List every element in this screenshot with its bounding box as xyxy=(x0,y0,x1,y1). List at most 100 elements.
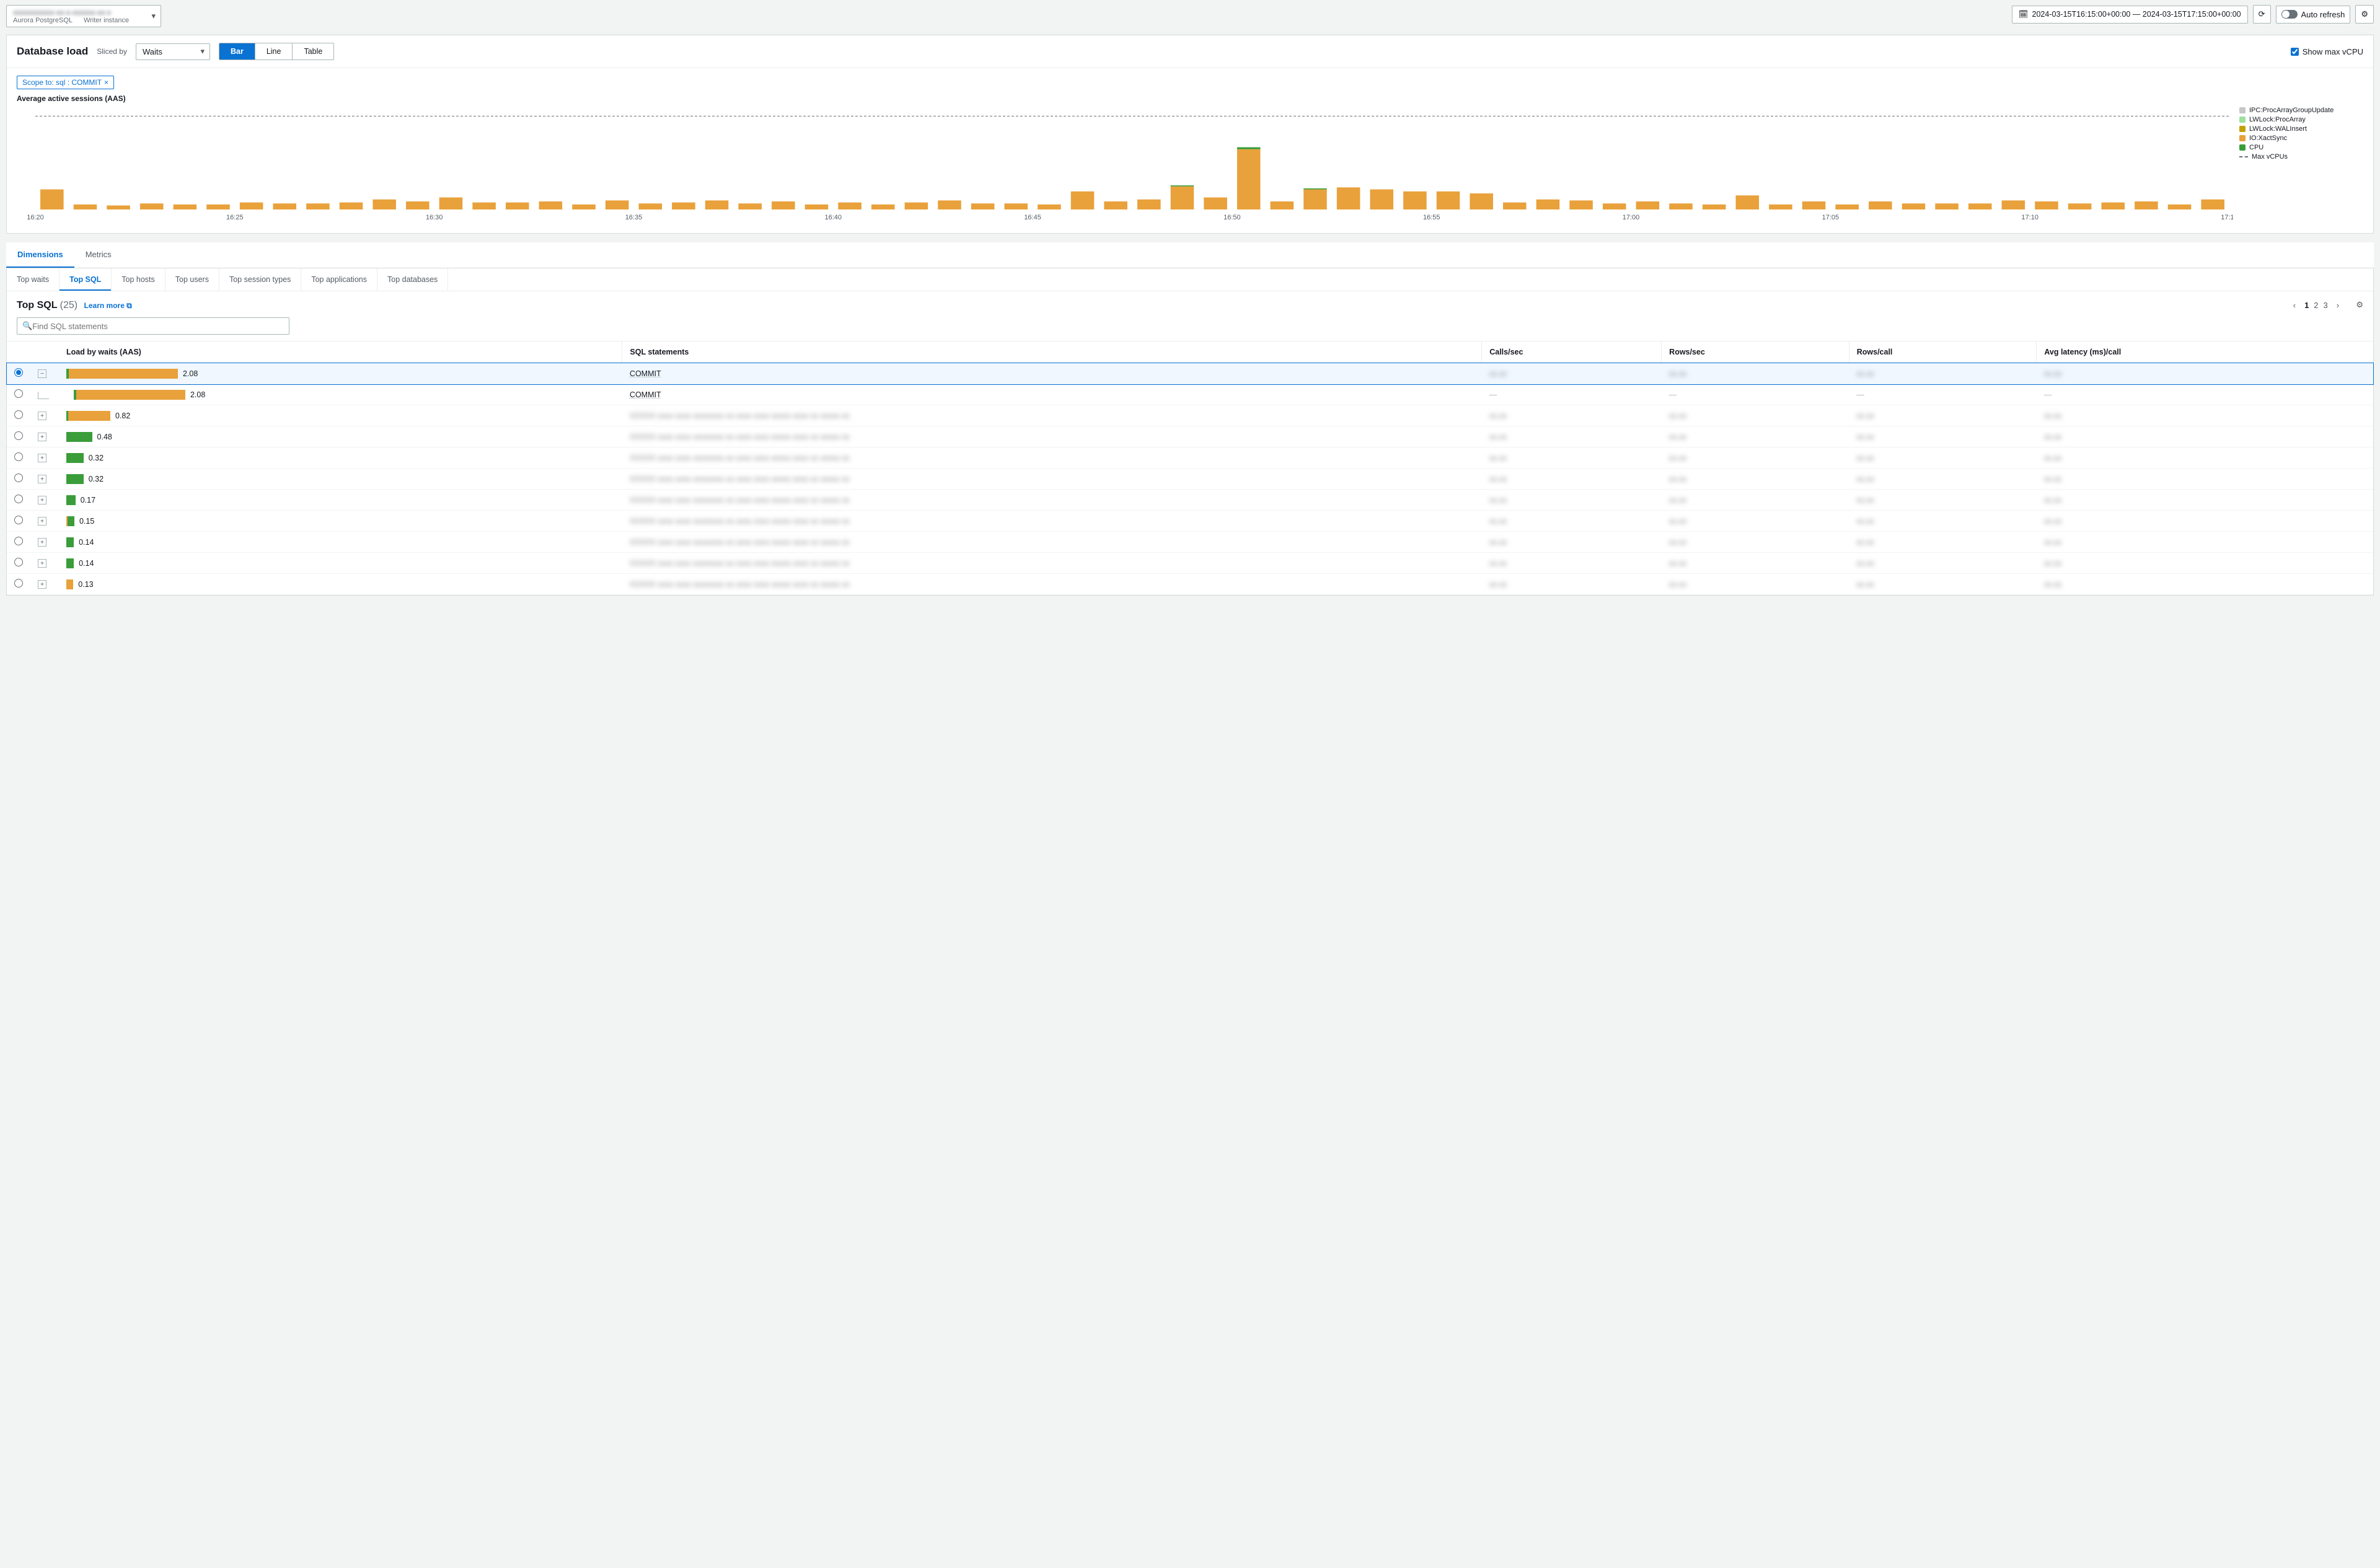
aas-value: 0.15 xyxy=(79,517,94,526)
expand-icon[interactable]: + xyxy=(38,496,46,504)
sql-text[interactable]: COMMIT xyxy=(630,390,661,399)
view-mode-line[interactable]: Line xyxy=(255,43,293,59)
row-radio[interactable] xyxy=(14,431,23,440)
table-row[interactable]: +0.32XXXXX xxxx xxxx xxxxxxxx xx xxxx xx… xyxy=(7,469,2373,490)
row-radio[interactable] xyxy=(14,473,23,482)
sql-text: XXXXX xxxx xxxx xxxxxxxx xx xxxx xxxx xx… xyxy=(630,538,850,547)
svg-text:16:40: 16:40 xyxy=(825,214,842,221)
metric-value: xx.xx xyxy=(1856,559,1874,568)
col-header[interactable]: Avg latency (ms)/call xyxy=(2037,341,2373,363)
legend-item: CPU xyxy=(2239,144,2363,151)
expand-icon[interactable]: + xyxy=(38,559,46,568)
aas-value: 0.13 xyxy=(78,580,93,589)
row-radio[interactable] xyxy=(14,452,23,461)
aas-value: 2.08 xyxy=(190,390,205,399)
metric-value: xx.xx xyxy=(1856,475,1874,483)
table-row[interactable]: +0.14XXXXX xxxx xxxx xxxxxxxx xx xxxx xx… xyxy=(7,553,2373,574)
col-header[interactable]: Rows/call xyxy=(1849,341,2037,363)
table-row[interactable]: +0.14 XXXXX xxxx xxxx xxxxxxxx xx xxxx xx… xyxy=(7,532,2373,553)
table-row[interactable]: +0.15XXXXX xxxx xxxx xxxxxxxx xx xxxx xx… xyxy=(7,511,2373,532)
subtab-top-databases[interactable]: Top databases xyxy=(377,268,448,291)
dimension-sub-tabs: Top waitsTop SQLTop hostsTop usersTop se… xyxy=(7,268,2373,291)
col-header[interactable]: Rows/sec xyxy=(1662,341,1849,363)
view-mode-table[interactable]: Table xyxy=(293,43,333,59)
metric-value: xx.xx xyxy=(1489,369,1507,378)
metric-value: xx.xx xyxy=(1489,580,1507,589)
expand-icon[interactable]: + xyxy=(38,454,46,462)
db-instance-selector[interactable]: xxxxxxxxxxx-xx-x-xxxxxx-xx-x Aurora Post… xyxy=(6,5,161,27)
refresh-button[interactable]: ⟳ xyxy=(2253,5,2271,24)
row-radio[interactable] xyxy=(14,389,23,398)
scope-filter-tag[interactable]: Scope to: sql : COMMIT × xyxy=(17,76,114,89)
expand-icon[interactable]: + xyxy=(38,433,46,441)
table-row[interactable]: +0.17XXXXX xxxx xxxx xxxxxxxx xx xxxx xx… xyxy=(7,490,2373,511)
subtab-top-session-types[interactable]: Top session types xyxy=(219,268,301,291)
legend-item: LWLock:ProcArray xyxy=(2239,116,2363,123)
page-1[interactable]: 1 xyxy=(2304,301,2309,310)
table-row[interactable]: +0.32XXXXX xxxx xxxx xxxxxxxx xx xxxx xx… xyxy=(7,447,2373,469)
col-header[interactable]: Calls/sec xyxy=(1482,341,1662,363)
subtab-top-waits[interactable]: Top waits xyxy=(7,268,60,291)
svg-text:16:25: 16:25 xyxy=(226,214,244,221)
expand-icon[interactable]: + xyxy=(38,475,46,483)
page-2[interactable]: 2 xyxy=(2314,301,2318,310)
auto-refresh-toggle[interactable]: Auto refresh xyxy=(2276,6,2351,24)
col-header[interactable]: SQL statements xyxy=(622,341,1482,363)
legend-item: LWLock:WALInsert xyxy=(2239,125,2363,133)
sql-text: XXXXX xxxx xxxx xxxxxxxx xx xxxx xxxx xx… xyxy=(630,433,850,441)
expand-icon[interactable]: + xyxy=(38,538,46,547)
table-row[interactable]: +0.13XXXXX xxxx xxxx xxxxxxxx xx xxxx xx… xyxy=(7,574,2373,595)
sql-text: XXXXX xxxx xxxx xxxxxxxx xx xxxx xxxx xx… xyxy=(630,559,850,568)
metric-value: — xyxy=(1489,390,1497,399)
close-icon[interactable]: × xyxy=(104,78,108,87)
metric-value: xx.xx xyxy=(1856,369,1874,378)
aas-value: 0.14 xyxy=(79,538,94,547)
tab-dimensions[interactable]: Dimensions xyxy=(6,242,74,268)
metric-value: xx.xx xyxy=(1669,496,1686,504)
row-radio[interactable] xyxy=(14,516,23,524)
prev-page-button[interactable]: ‹ xyxy=(2293,301,2296,310)
aas-value: 0.48 xyxy=(97,433,112,441)
col-header[interactable]: Load by waits (AAS) xyxy=(59,341,622,363)
view-mode-bar[interactable]: Bar xyxy=(219,43,255,59)
slice-dimension-select[interactable]: Waits ▾ xyxy=(136,43,210,60)
subtab-top-applications[interactable]: Top applications xyxy=(301,268,377,291)
settings-button[interactable]: ⚙ xyxy=(2355,5,2374,24)
top-sql-table: Load by waits (AAS)SQL statementsCalls/s… xyxy=(7,341,2373,595)
sql-text[interactable]: COMMIT xyxy=(630,369,661,378)
table-row[interactable]: −2.08COMMITxx.xxxx.xxxx.xxxx.xx xyxy=(7,363,2373,384)
chevron-down-icon: ▾ xyxy=(151,11,156,21)
row-radio[interactable] xyxy=(14,537,23,545)
svg-text:17:05: 17:05 xyxy=(1822,214,1840,221)
next-page-button[interactable]: › xyxy=(2337,301,2339,310)
table-row[interactable]: 2.08COMMIT———— xyxy=(7,384,2373,405)
table-settings-button[interactable]: ⚙ xyxy=(2356,300,2363,310)
sql-search-input[interactable] xyxy=(32,322,284,331)
gear-icon: ⚙ xyxy=(2361,9,2368,19)
subtab-top-hosts[interactable]: Top hosts xyxy=(112,268,165,291)
show-max-check[interactable] xyxy=(2291,48,2299,56)
page-3[interactable]: 3 xyxy=(2324,301,2328,310)
row-radio[interactable] xyxy=(14,410,23,419)
table-row[interactable]: +0.82XXXXX xxxx xxxx xxxxxxxx xx xxxx xx… xyxy=(7,405,2373,426)
aas-value: 0.82 xyxy=(115,412,130,420)
table-row[interactable]: +0.48 XXXXX xxxx xxxx xxxxxxxx xx xxxx xx… xyxy=(7,426,2373,447)
time-range-text: 2024-03-15T16:15:00+00:00 — 2024-03-15T1… xyxy=(2032,10,2241,19)
row-radio[interactable] xyxy=(14,579,23,588)
metric-value: xx.xx xyxy=(1669,559,1686,568)
row-radio[interactable] xyxy=(14,495,23,503)
row-radio[interactable] xyxy=(14,558,23,566)
row-radio[interactable] xyxy=(14,368,23,377)
tab-metrics[interactable]: Metrics xyxy=(74,242,123,268)
tree-indent-icon xyxy=(38,392,49,399)
expand-icon[interactable]: + xyxy=(38,517,46,526)
expand-icon[interactable]: + xyxy=(38,412,46,420)
time-range-picker[interactable]: 🗓 2024-03-15T16:15:00+00:00 — 2024-03-15… xyxy=(2012,6,2248,24)
show-max-vcpu-checkbox[interactable]: Show max vCPU xyxy=(2291,47,2363,56)
collapse-icon[interactable]: − xyxy=(38,369,46,378)
subtab-top-sql[interactable]: Top SQL xyxy=(60,268,112,291)
learn-more-link[interactable]: Learn more ⧉ xyxy=(84,301,132,310)
metric-value: xx.xx xyxy=(1856,580,1874,589)
subtab-top-users[interactable]: Top users xyxy=(165,268,219,291)
expand-icon[interactable]: + xyxy=(38,580,46,589)
